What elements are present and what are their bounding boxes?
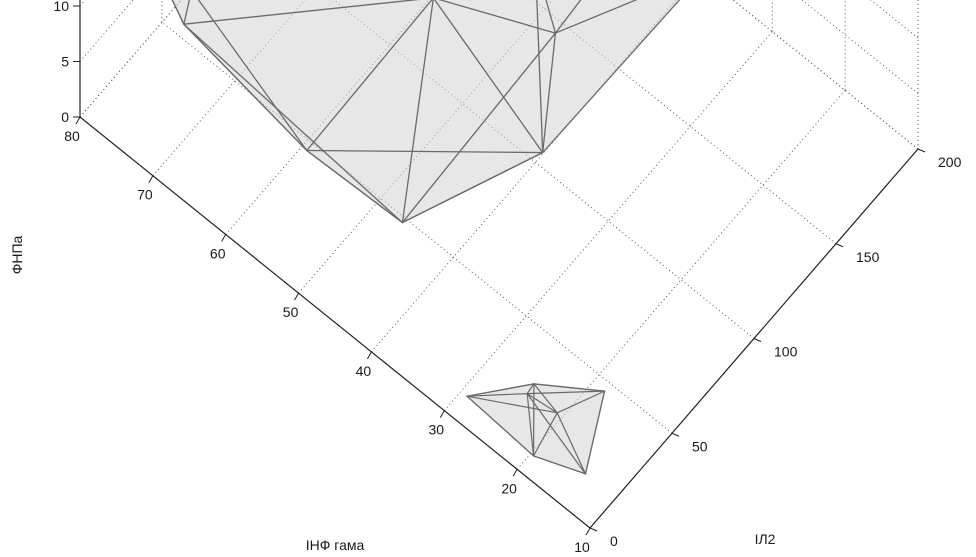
hull-outline <box>465 383 606 475</box>
hull-edge <box>438 0 556 34</box>
x-tick-label: 20 <box>501 480 517 496</box>
hull-edge <box>554 0 582 34</box>
x-tick-mark <box>439 410 445 418</box>
axes <box>73 0 926 536</box>
hull-edge <box>542 32 557 153</box>
hull-series <box>171 0 681 224</box>
hull-edge <box>434 0 544 153</box>
hull-edge <box>533 412 558 457</box>
z-tick-label: 10 <box>53 0 69 14</box>
hull-edge <box>467 392 528 397</box>
x-tick-mark <box>512 469 518 477</box>
y-tick-label: 100 <box>774 344 798 360</box>
hull-edge <box>527 390 605 395</box>
hull-edge <box>526 393 586 475</box>
x-tick-label: 70 <box>137 187 153 203</box>
hull-edge <box>306 149 543 154</box>
x-tick-label: 40 <box>356 363 372 379</box>
hull-vertex <box>401 221 404 224</box>
y-tick-mark <box>917 148 926 153</box>
hull-edge <box>556 412 587 475</box>
x-axis-line <box>79 116 591 529</box>
x-tick-mark <box>585 527 591 536</box>
x-tick-label: 50 <box>283 304 299 320</box>
hull-vertex <box>532 455 535 457</box>
hull-outline <box>171 0 681 224</box>
hull-edge <box>526 393 558 414</box>
x-tick-mark <box>221 234 227 242</box>
y-tick-mark <box>589 527 598 532</box>
tick-labels: 8070605040302010050100150200051015202530 <box>53 0 961 555</box>
hull-edge <box>183 0 420 25</box>
hull-edge <box>466 395 558 414</box>
x-axis-label: ІНФ гама <box>306 537 365 553</box>
y-tick-label: 50 <box>692 438 708 454</box>
z-tick-label: 0 <box>61 109 69 125</box>
x-tick-mark <box>366 351 372 360</box>
y-tick-label: 0 <box>610 533 618 549</box>
x-tick-label: 30 <box>428 422 444 438</box>
hull-vertex <box>584 473 587 475</box>
hull-vertex <box>526 392 528 395</box>
hull-vertex <box>183 23 185 26</box>
hull-edge <box>306 0 433 151</box>
x-tick-label: 60 <box>210 245 226 261</box>
hull-edge <box>536 0 544 153</box>
hull-face <box>467 383 605 474</box>
hull-series <box>465 383 606 475</box>
x-tick-mark <box>148 175 154 183</box>
hull-edge <box>555 0 638 34</box>
x-tick-mark <box>75 116 81 125</box>
hull-vertex <box>466 395 468 397</box>
hull-edge <box>401 32 556 223</box>
hull-edge <box>183 23 403 224</box>
x-tick-mark <box>294 292 300 301</box>
y-axis-label: ІЛ2 <box>755 531 776 547</box>
hull-shapes <box>171 0 681 475</box>
z-tick-label: 5 <box>61 54 69 70</box>
x-tick-label: 10 <box>574 539 590 555</box>
hull-vertex <box>603 390 606 392</box>
x-tick-label: 80 <box>64 128 80 144</box>
z-axis-label: ФНПа <box>9 235 25 274</box>
hull-edge <box>556 390 605 414</box>
hull-edge <box>545 0 557 34</box>
hull-edge <box>526 383 535 394</box>
hull-edge <box>533 383 558 414</box>
y-tick-label: 200 <box>938 154 962 170</box>
hull-vertex <box>305 149 308 152</box>
hull-edge <box>526 393 535 456</box>
y-tick-mark <box>835 243 844 248</box>
y-tick-label: 150 <box>856 249 880 265</box>
hull-vertex <box>541 151 544 154</box>
y-tick-mark <box>753 338 762 342</box>
hull-vertex <box>554 32 557 34</box>
hull-edge <box>401 0 434 223</box>
hull-vertex <box>533 383 535 385</box>
hull-vertex <box>556 412 559 414</box>
y-tick-mark <box>671 432 680 437</box>
